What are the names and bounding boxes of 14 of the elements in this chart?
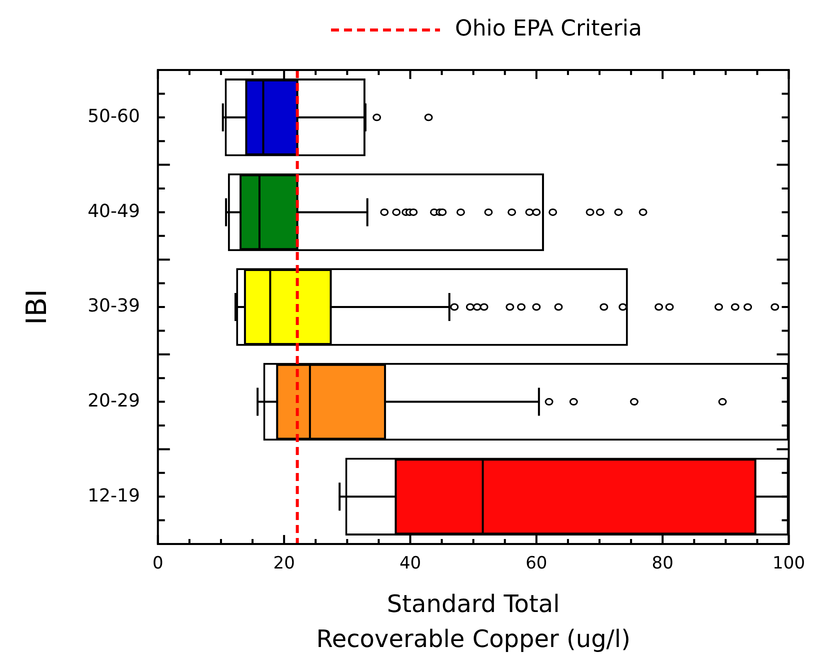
x-tick-label: 0: [152, 554, 164, 574]
y-tick-label: 30-39: [88, 296, 140, 317]
x-tick-label: 80: [652, 554, 674, 574]
x-tick-label: 20: [273, 554, 295, 574]
y-axis-title: IBI: [20, 289, 54, 325]
y-tick-label: 50-60: [88, 106, 140, 128]
y-tick-label: 12-19: [88, 485, 140, 506]
x-tick-label: 40: [399, 554, 422, 574]
x-tick-label: 60: [526, 554, 548, 574]
y-tick-label: 40-49: [88, 200, 140, 222]
legend-label: Ohio EPA Criteria: [455, 16, 642, 42]
x-tick-label: 100: [772, 554, 806, 574]
y-tick-label: 20-29: [88, 390, 140, 412]
x-axis-title: Standard Total Recoverable Copper (ug/l): [316, 590, 630, 653]
